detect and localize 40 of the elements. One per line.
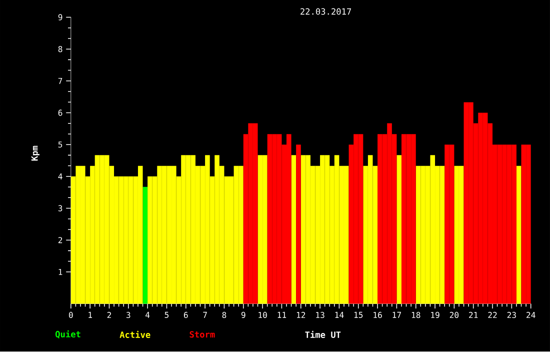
y-tick-label: 7: [58, 78, 62, 84]
y-tick-label: 9: [58, 14, 62, 20]
y-tick-label: 8: [58, 46, 62, 52]
x-tick-label: 10: [258, 312, 267, 318]
y-tick-label: 4: [58, 174, 62, 180]
x-tick-label: 24: [526, 312, 536, 318]
y-tick-label: 6: [58, 110, 62, 116]
y-tick-label: 1: [58, 269, 62, 276]
text: Storm: [190, 331, 215, 338]
x-tick-label: 14: [335, 312, 344, 318]
x-tick-label: 21: [469, 312, 478, 318]
text: Quiet: [55, 330, 80, 339]
x-tick-label: 12: [296, 312, 306, 318]
y-axis-title: Kpm: [31, 146, 40, 161]
x-tick-label: 13: [316, 312, 324, 318]
x-axis-title: Time UT: [305, 331, 341, 338]
x-tick-label: 23: [507, 312, 516, 318]
x-tick-label: 8: [222, 312, 226, 318]
x-tick-label: 6: [184, 312, 188, 318]
x-tick-label: 17: [392, 312, 401, 318]
x-tick-label: 3: [126, 312, 130, 318]
x-tick-label: 20: [450, 312, 459, 318]
text: Active: [120, 331, 150, 338]
x-tick-label: 19: [431, 312, 440, 318]
y-tick-label: 3: [58, 205, 62, 212]
x-tick-label: 1: [88, 312, 92, 318]
chart-title: 22.03.2017: [300, 8, 351, 15]
x-tick-label: 15: [354, 312, 363, 318]
x-tick-label: 2: [107, 312, 111, 318]
x-tick-label: 0: [68, 312, 73, 318]
x-tick-label: 4: [146, 312, 150, 318]
x-tick-label: 7: [203, 312, 207, 318]
y-tick-label: 2: [58, 237, 62, 244]
x-tick-label: 11: [278, 312, 286, 318]
x-tick-label: 22: [488, 312, 497, 318]
y-tick-label: 5: [58, 142, 62, 148]
x-tick-label: 18: [412, 312, 420, 318]
x-tick-label: 16: [374, 312, 382, 318]
x-tick-label: 9: [241, 312, 246, 318]
x-tick-label: 5: [164, 312, 169, 318]
